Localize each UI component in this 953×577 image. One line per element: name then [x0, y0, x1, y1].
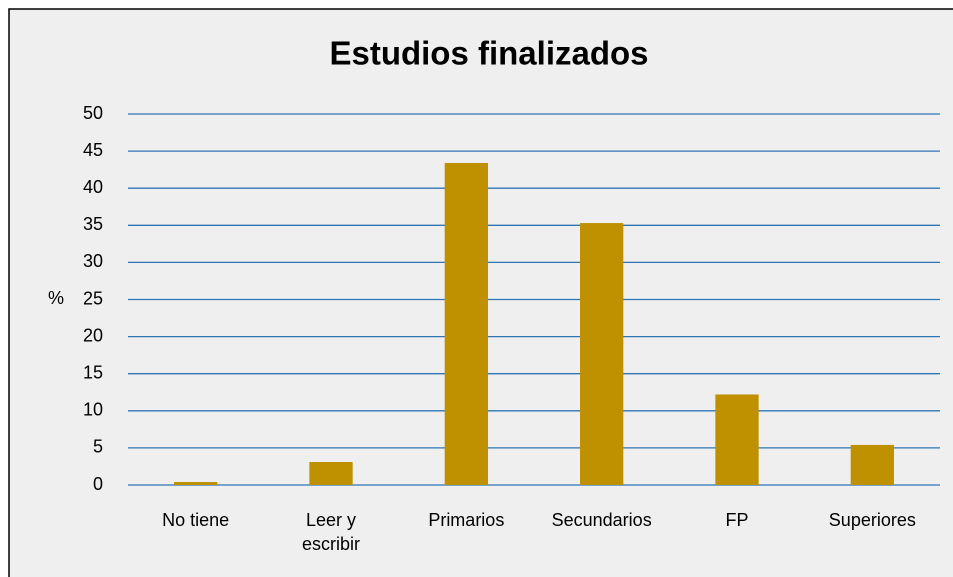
y-tick-label: 0 — [93, 474, 103, 494]
x-tick-label: Primarios — [428, 510, 505, 530]
y-tick-label: 30 — [83, 251, 103, 271]
x-tick-label: No tiene — [162, 510, 230, 530]
x-tick-label-box: Primarios — [399, 508, 534, 532]
bar — [580, 223, 624, 485]
y-tick-label: 20 — [83, 325, 103, 345]
bar — [309, 461, 353, 485]
y-tick-label: 10 — [83, 400, 103, 420]
y-axis-label: % — [48, 288, 64, 308]
y-tick-label: 5 — [93, 437, 103, 457]
bar — [850, 444, 894, 485]
bar — [174, 482, 218, 485]
y-tick-label: 50 — [83, 103, 103, 123]
y-tick-label: 15 — [83, 362, 103, 382]
bar — [715, 394, 759, 485]
x-tick-label-box: Leer y escribir — [263, 508, 398, 556]
x-tick-label-box: Secundarios — [534, 508, 669, 532]
bar — [444, 162, 488, 486]
x-tick-label: Superiores — [828, 510, 916, 530]
y-tick-label: 45 — [83, 140, 103, 160]
y-tick-label: 25 — [83, 288, 103, 308]
x-tick-label: Secundarios — [551, 510, 652, 530]
x-tick-label-box: No tiene — [128, 508, 263, 532]
x-tick-label: FP — [725, 510, 749, 530]
chart-title: Estudios finalizados — [329, 35, 648, 72]
x-tick-label-box: Superiores — [805, 508, 940, 532]
x-tick-label: Leer y escribir — [301, 510, 360, 554]
y-tick-label: 35 — [83, 214, 103, 234]
y-tick-label: 40 — [83, 177, 103, 197]
x-tick-label-box: FP — [669, 508, 804, 532]
